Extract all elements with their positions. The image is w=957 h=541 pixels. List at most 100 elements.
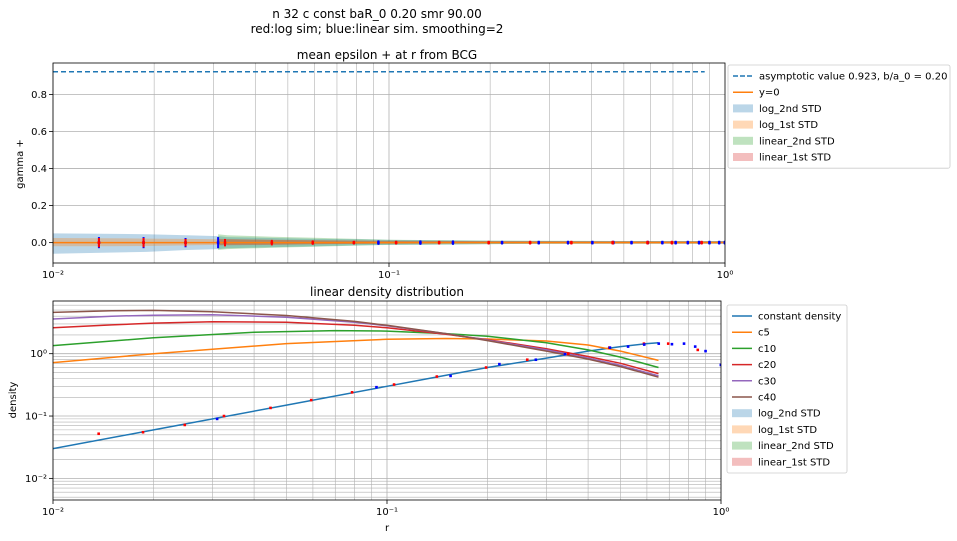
blue-marker [661, 241, 664, 244]
figure-header-line2: red:log sim; blue:linear sim. smoothing=… [251, 22, 504, 36]
legend-label: c30 [758, 376, 776, 387]
red-marker [570, 241, 573, 244]
blue-marker [708, 241, 711, 244]
red-marker [670, 241, 674, 244]
series-constant-density [53, 341, 659, 450]
top-plot-area: 10⁻² 10⁻¹ 10⁰ 0.0 0.2 0.4 0.6 0.8 [31, 62, 734, 281]
series-c20 [53, 321, 659, 375]
band-log_2nd STD [53, 233, 725, 254]
y-tick-label: 0.6 [31, 127, 47, 138]
legend-label: linear_2nd STD [758, 441, 834, 452]
red-marker [700, 241, 703, 244]
figure-header-line1: n 32 c const baR_0 0.20 smr 90.00 [272, 7, 482, 21]
blue-marker [630, 241, 633, 244]
y-tick-label: 0.0 [31, 238, 47, 249]
legend-swatch [732, 441, 752, 450]
blue-marker [693, 345, 697, 348]
bottom-chart-xlabel: r [385, 523, 390, 534]
x-tick-label: 10⁰ [717, 270, 734, 281]
blue-marker [500, 241, 504, 244]
blue-marker [670, 342, 674, 346]
red-marker [666, 342, 670, 345]
legend-label: c5 [758, 328, 770, 339]
y-tick-label: 10⁰ [30, 349, 47, 360]
legend-swatch [733, 104, 753, 113]
blue-marker [674, 241, 677, 244]
top-chart-title: mean epsilon + at r from BCG [297, 48, 477, 62]
blue-marker [377, 241, 380, 244]
top-plot-content [53, 70, 725, 254]
bottom-plot-area: 10⁻² 10⁻¹ 10⁰ 10⁻² 10⁻¹ 10⁰ [25, 300, 730, 518]
x-tick-label: 10⁻¹ [378, 270, 400, 281]
red-marker [487, 241, 490, 244]
legend-label: log_1st STD [758, 425, 817, 436]
blue-marker [686, 241, 690, 244]
legend-label: log_2nd STD [758, 409, 821, 420]
blue-marker [642, 343, 646, 346]
x-tick-label: 10⁻² [42, 270, 64, 281]
blue-marker [608, 346, 612, 349]
red-marker [97, 432, 100, 436]
red-marker [184, 241, 187, 244]
legend-label: asymptotic value 0.923, b/a_0 = 0.20 [759, 72, 947, 83]
bottom-legend: constant density c5 c10 c20 c30 c40 log_2nd ST… [726, 304, 848, 474]
blue-marker [697, 241, 701, 244]
red-marker [394, 241, 398, 244]
bottom-plot-content [53, 309, 721, 450]
blue-marker [591, 241, 594, 244]
x-tick-label: 10⁻¹ [376, 507, 398, 518]
legend-label: y=0 [759, 88, 780, 99]
blue-marker [537, 241, 541, 244]
red-marker [484, 366, 488, 369]
red-marker [696, 348, 700, 352]
legend-label: c10 [758, 344, 776, 355]
legend-label: linear_2nd STD [759, 136, 835, 147]
y-tick-label: 0.8 [31, 90, 47, 101]
blue-marker [216, 241, 220, 244]
top-chart-ylabel: gamma + [15, 139, 26, 189]
legend-label: linear_1st STD [758, 457, 830, 468]
series-c40 [53, 309, 659, 378]
legend-label: log_1st STD [759, 120, 818, 131]
red-marker [528, 241, 532, 244]
legend-swatch [732, 409, 752, 418]
blue-marker [704, 349, 707, 353]
legend-swatch [732, 457, 752, 466]
red-marker [352, 241, 356, 244]
red-marker [392, 383, 396, 386]
legend-box [727, 64, 951, 169]
y-tick-label: 10⁻² [25, 474, 47, 485]
red-marker [525, 358, 529, 362]
red-marker [611, 241, 614, 244]
bottom-chart-ylabel: density [8, 382, 19, 419]
legend-label: c40 [758, 393, 776, 404]
blue-marker [717, 241, 721, 244]
y-tick-label: 0.2 [31, 201, 47, 212]
red-marker [270, 241, 274, 244]
blue-marker [534, 358, 538, 362]
red-marker [141, 430, 145, 434]
red-marker [142, 241, 145, 244]
blue-marker [451, 241, 455, 244]
red-marker [223, 241, 227, 244]
bottom-chart-title: linear density distribution [310, 285, 464, 299]
x-tick-label: 10⁰ [713, 507, 730, 518]
red-marker [646, 241, 649, 244]
legend-label: log_2nd STD [759, 104, 822, 115]
blue-marker [419, 241, 422, 244]
blue-marker [375, 385, 378, 389]
red-marker [222, 414, 226, 418]
legend-label: constant density [758, 312, 841, 323]
blue-marker [719, 363, 721, 367]
blue-marker [566, 241, 570, 244]
legend-swatch [732, 425, 752, 434]
blue-marker [682, 342, 686, 345]
blue-marker [449, 374, 452, 378]
red-marker [269, 406, 272, 410]
red-marker [311, 241, 315, 244]
legend-label: linear_1st STD [759, 153, 831, 164]
red-marker [350, 391, 354, 394]
blue-marker [626, 345, 630, 348]
blue-marker [563, 352, 567, 356]
